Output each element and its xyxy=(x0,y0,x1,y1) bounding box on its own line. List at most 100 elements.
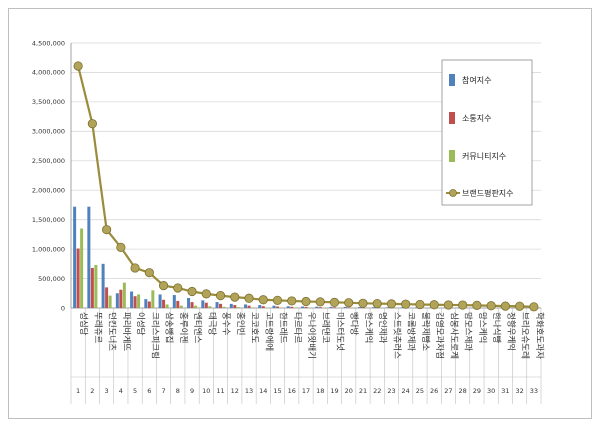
line-point xyxy=(272,295,283,305)
bar-1 xyxy=(229,303,233,308)
line-point xyxy=(158,281,169,291)
x-category-label: 삼송빵집 xyxy=(164,312,175,343)
x-category-label: 스트릿츄러스 xyxy=(391,312,402,359)
x-index-label: 3 xyxy=(105,387,109,395)
line-point xyxy=(116,242,126,252)
bar-3 xyxy=(165,304,169,308)
x-category-label: 코롬방제과 xyxy=(406,312,417,351)
x-category-label: 망스케익 xyxy=(477,312,488,343)
y-tick-label: 1,000,000 xyxy=(32,245,65,253)
x-index-label: 27 xyxy=(444,387,452,395)
line-point xyxy=(215,291,226,301)
x-category-label: 던킨도너츠 xyxy=(107,312,118,351)
bar-1 xyxy=(130,291,134,308)
bar-1 xyxy=(258,305,262,308)
bar-3 xyxy=(208,306,212,308)
y-tick-label: 1,500,000 xyxy=(32,216,65,224)
bar-3 xyxy=(179,305,183,308)
x-category-label: 성심당 xyxy=(78,312,89,336)
bar-2 xyxy=(318,307,322,308)
x-index-label: 24 xyxy=(402,387,410,395)
legend-box xyxy=(441,59,533,206)
bar-1 xyxy=(372,307,376,308)
bar-1 xyxy=(172,295,176,308)
bar-1 xyxy=(343,306,347,308)
x-category-label: 미스터도넛 xyxy=(334,312,344,351)
bar-3 xyxy=(251,307,255,308)
x-index-label: 6 xyxy=(147,387,151,395)
bar-1 xyxy=(357,307,361,308)
x-index-label: 28 xyxy=(459,387,467,395)
bar-1 xyxy=(215,302,219,308)
x-index-label: 25 xyxy=(416,387,424,395)
bar-1 xyxy=(144,299,148,308)
x-index-label: 1 xyxy=(76,387,80,395)
x-category-label: 뚜레쥬르 xyxy=(92,312,102,343)
bar-2 xyxy=(190,302,194,308)
line-point xyxy=(87,119,97,129)
line-point xyxy=(173,283,183,293)
y-tick-label: 4,000,000 xyxy=(32,69,65,77)
bar-2 xyxy=(332,307,336,308)
x-category-label: 홍루이젠 xyxy=(178,312,189,343)
y-tick-label: 4,500,000 xyxy=(32,39,65,47)
x-index-label: 18 xyxy=(316,387,324,395)
line-point xyxy=(500,301,510,311)
bar-2 xyxy=(176,300,180,308)
x-index-label: 19 xyxy=(330,387,338,395)
x-category-label: 불락제빵소 xyxy=(420,312,431,351)
x-index-label: 13 xyxy=(245,387,253,395)
line-point xyxy=(486,301,496,311)
bar-3 xyxy=(222,306,226,308)
bar-2 xyxy=(304,306,308,308)
line-point xyxy=(515,301,525,311)
x-index-label: 7 xyxy=(162,387,166,395)
bar-1 xyxy=(244,304,248,308)
bar-1 xyxy=(73,206,77,308)
x-index-label: 29 xyxy=(473,387,481,395)
line-point xyxy=(472,300,482,310)
y-tick-label: 3,000,000 xyxy=(32,128,65,136)
x-category-label: 맘모스제과 xyxy=(463,312,474,351)
bar-1 xyxy=(115,293,119,308)
bar-1 xyxy=(386,307,390,308)
x-category-label: 고트랑에에 xyxy=(263,312,274,351)
y-tick-label: 500,000 xyxy=(38,275,65,283)
bar-3 xyxy=(108,295,112,308)
bar-1 xyxy=(414,307,418,308)
x-category-label: 엔티엔스 xyxy=(192,312,203,343)
x-index-label: 10 xyxy=(202,387,210,395)
x-index-label: 14 xyxy=(259,387,267,395)
line-point xyxy=(358,298,368,308)
x-category-label: 브리오슈도레 xyxy=(520,312,530,359)
x-index-label: 12 xyxy=(231,387,239,395)
x-index-label: 4 xyxy=(119,387,123,395)
bar-2 xyxy=(162,299,166,308)
x-category-label: 풍수수 xyxy=(221,312,231,336)
x-index-label: 15 xyxy=(273,387,281,395)
bar-2 xyxy=(276,306,280,308)
bar-1 xyxy=(329,306,333,308)
x-index-label: 5 xyxy=(133,387,137,395)
y-tick-label: 2,500,000 xyxy=(32,157,65,165)
legend-label: 커뮤니티지수 xyxy=(462,151,506,161)
bar-2 xyxy=(119,289,123,308)
legend-marker xyxy=(449,189,457,197)
line-point xyxy=(187,286,197,297)
x-category-label: 홍인빈 xyxy=(235,312,246,335)
legend-label: 참여지수 xyxy=(462,75,491,85)
line-point xyxy=(401,299,411,309)
bar-3 xyxy=(151,290,155,308)
bar-3 xyxy=(80,228,84,308)
y-tick-label: 3,500,000 xyxy=(32,98,65,106)
x-category-label: 파리바게뜨 xyxy=(121,312,132,351)
x-category-label: 빵다방 xyxy=(349,312,360,336)
bar-2 xyxy=(347,307,351,308)
x-category-label: 코코호도 xyxy=(249,312,259,343)
line-point xyxy=(144,268,154,278)
bar-2 xyxy=(133,296,137,308)
x-index-label: 8 xyxy=(176,387,180,395)
bar-1 xyxy=(286,306,290,308)
legend-swatch xyxy=(449,150,455,162)
x-index-label: 22 xyxy=(373,387,381,395)
